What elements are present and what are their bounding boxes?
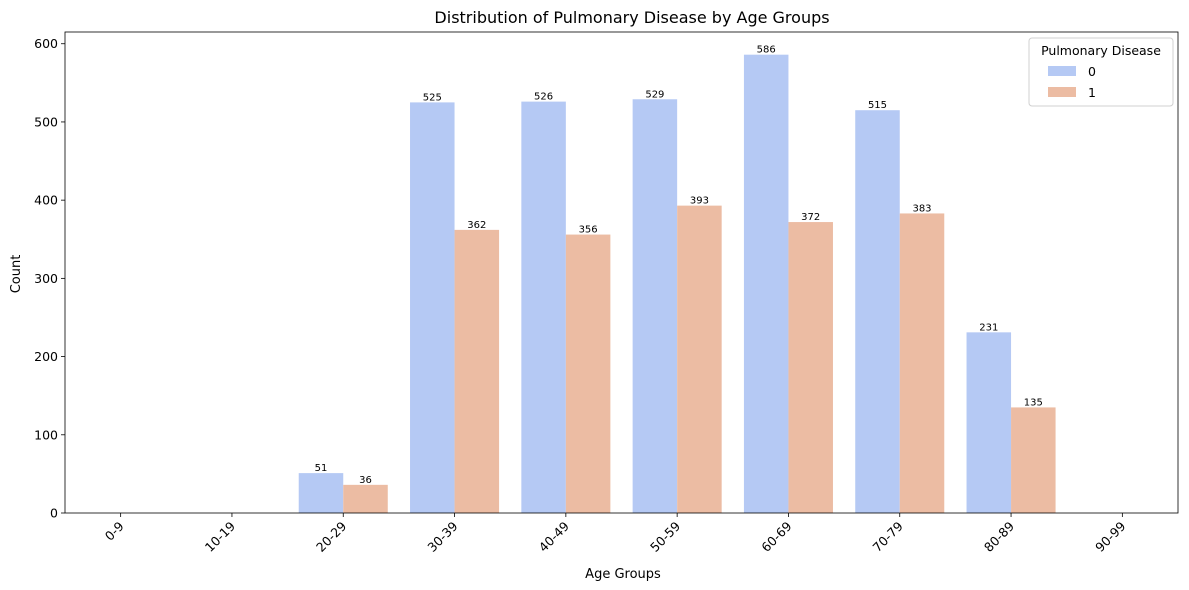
x-tick-label: 20-29 xyxy=(313,518,349,554)
bar-series-0-80-89 xyxy=(966,332,1012,513)
bar-value-label: 356 xyxy=(579,225,598,236)
legend-swatch-1 xyxy=(1048,87,1076,97)
x-tick-label: 70-79 xyxy=(870,518,906,554)
bar-value-label: 372 xyxy=(801,212,820,223)
bar-series-0-40-49 xyxy=(521,101,566,514)
bar-series-0-50-59 xyxy=(632,99,678,514)
bar-value-label: 529 xyxy=(645,89,664,100)
legend: Pulmonary Disease 0 1 xyxy=(1028,37,1174,107)
bar-series-0-20-29 xyxy=(298,473,344,513)
bar-value-label: 231 xyxy=(979,322,998,333)
legend-entry-label: 0 xyxy=(1088,64,1096,79)
legend-entry-label: 1 xyxy=(1088,85,1096,100)
bar-series-1-40-49 xyxy=(565,234,611,513)
x-tick-label: 10-19 xyxy=(202,518,238,554)
bar-value-label: 135 xyxy=(1024,397,1043,408)
bar-series-1-80-89 xyxy=(1011,407,1056,513)
bar-value-label: 515 xyxy=(868,100,887,111)
y-axis-label: Count xyxy=(9,255,24,294)
bar-value-label: 586 xyxy=(757,45,776,56)
legend-swatch-0 xyxy=(1048,66,1076,76)
bar-series-1-70-79 xyxy=(899,213,945,513)
bar-value-label: 393 xyxy=(690,196,709,207)
x-tick-label: 80-89 xyxy=(981,518,1017,554)
bar-series-0-60-69 xyxy=(743,54,789,513)
bar-series-1-20-29 xyxy=(343,484,388,513)
x-tick-label: 30-39 xyxy=(424,518,460,554)
x-tick-label: 90-99 xyxy=(1092,518,1128,554)
bar-value-label: 362 xyxy=(467,220,486,231)
plot-frame xyxy=(64,31,1179,514)
bar-series-1-30-39 xyxy=(454,229,500,513)
y-tick-label: 200 xyxy=(34,349,58,364)
bar-value-label: 525 xyxy=(423,92,442,103)
bar-series-0-30-39 xyxy=(410,102,455,513)
bar-value-label: 526 xyxy=(534,92,553,103)
bar-value-label: 36 xyxy=(359,475,372,486)
y-tick-label: 400 xyxy=(34,193,58,208)
bar-series-0-70-79 xyxy=(855,110,900,514)
bar-series-1-60-69 xyxy=(788,222,833,514)
y-tick-label: 600 xyxy=(34,36,58,51)
x-tick-label: 60-69 xyxy=(758,518,794,554)
x-axis-label: Age Groups xyxy=(585,567,661,582)
bar-value-label: 51 xyxy=(315,463,328,474)
y-tick-label: 0 xyxy=(50,506,58,521)
bar-value-label: 383 xyxy=(912,203,931,214)
x-tick-label: 50-59 xyxy=(647,518,683,554)
bar-series-1-50-59 xyxy=(677,205,722,513)
chart-title: Distribution of Pulmonary Disease by Age… xyxy=(434,8,829,27)
y-tick-label: 100 xyxy=(34,427,58,442)
x-tick-label: 0-9 xyxy=(102,518,127,543)
y-tick-label: 500 xyxy=(34,114,58,129)
y-tick-label: 300 xyxy=(34,271,58,286)
legend-title: Pulmonary Disease xyxy=(1041,43,1161,58)
x-tick-label: 40-49 xyxy=(536,518,572,554)
